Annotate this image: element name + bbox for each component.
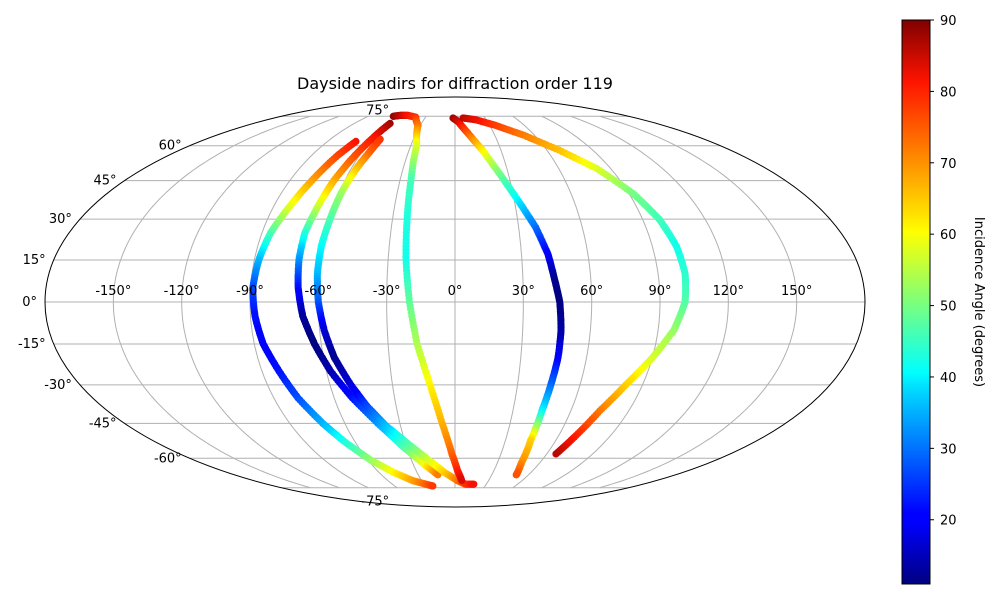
colorbar-tick-label: 20 [940,514,957,529]
colorbar-label: Incidence Angle (degrees) [971,217,986,387]
colorbar-tick-label: 40 [940,371,957,386]
longitude-tick-label: -30° [373,284,401,299]
colorbar-tick-label: 70 [940,157,957,172]
longitude-tick-label: 0° [448,284,463,299]
latitude-tick-label: -45° [89,416,117,431]
latitude-tick-label: 30° [49,212,72,227]
data-points [249,111,690,490]
data-point [552,450,560,458]
latitude-tick-labels: -75° -60° -45° -30° -15° 0° 15° 30° 45° 60° 75° [18,103,389,509]
longitude-tick-label: 120° [713,284,744,299]
chart-title: Dayside nadirs for diffraction order 119 [297,74,613,93]
data-point [458,476,466,485]
longitude-tick-label: 30° [512,284,535,299]
data-point [470,480,478,488]
colorbar-ticks: 20 30 40 50 60 70 80 90 [930,14,957,529]
data-point [512,471,520,479]
colorbar-tick-label: 50 [940,300,957,315]
data-point [429,482,437,490]
colorbar-tick-label: 90 [940,14,957,29]
latitude-tick-label: -30° [44,378,72,393]
longitude-tick-label: -150° [95,284,131,299]
latitude-tick-label: 15° [23,253,46,268]
latitude-tick-label: 60° [159,139,182,154]
latitude-tick-label: -75° [361,495,389,510]
colorbar: 20 30 40 50 60 70 80 90 Incidence Angle (degree… [901,14,986,585]
colorbar-tick-label: 80 [940,85,957,100]
colorbar-tick-label: 30 [940,442,957,457]
latitude-tick-label: 0° [22,295,37,310]
latitude-tick-label: 45° [94,174,117,189]
longitude-tick-labels: -150° -120° -90° -60° -30° 0° 30° 60° 90° 120° 150… [95,284,812,299]
colorbar-tick-label: 60 [940,228,957,243]
longitude-tick-label: -120° [164,284,200,299]
graticule [45,115,865,489]
latitude-tick-label: 75° [366,103,389,118]
colorbar-gradient [901,19,931,585]
longitude-tick-label: 60° [580,284,603,299]
longitude-tick-label: -60° [304,284,332,299]
map-outline [44,96,866,508]
longitude-tick-label: -90° [236,284,264,299]
latitude-tick-label: -15° [18,337,46,352]
longitude-tick-label: 150° [781,284,812,299]
latitude-tick-label: -60° [154,451,182,466]
longitude-tick-label: 90° [648,284,671,299]
